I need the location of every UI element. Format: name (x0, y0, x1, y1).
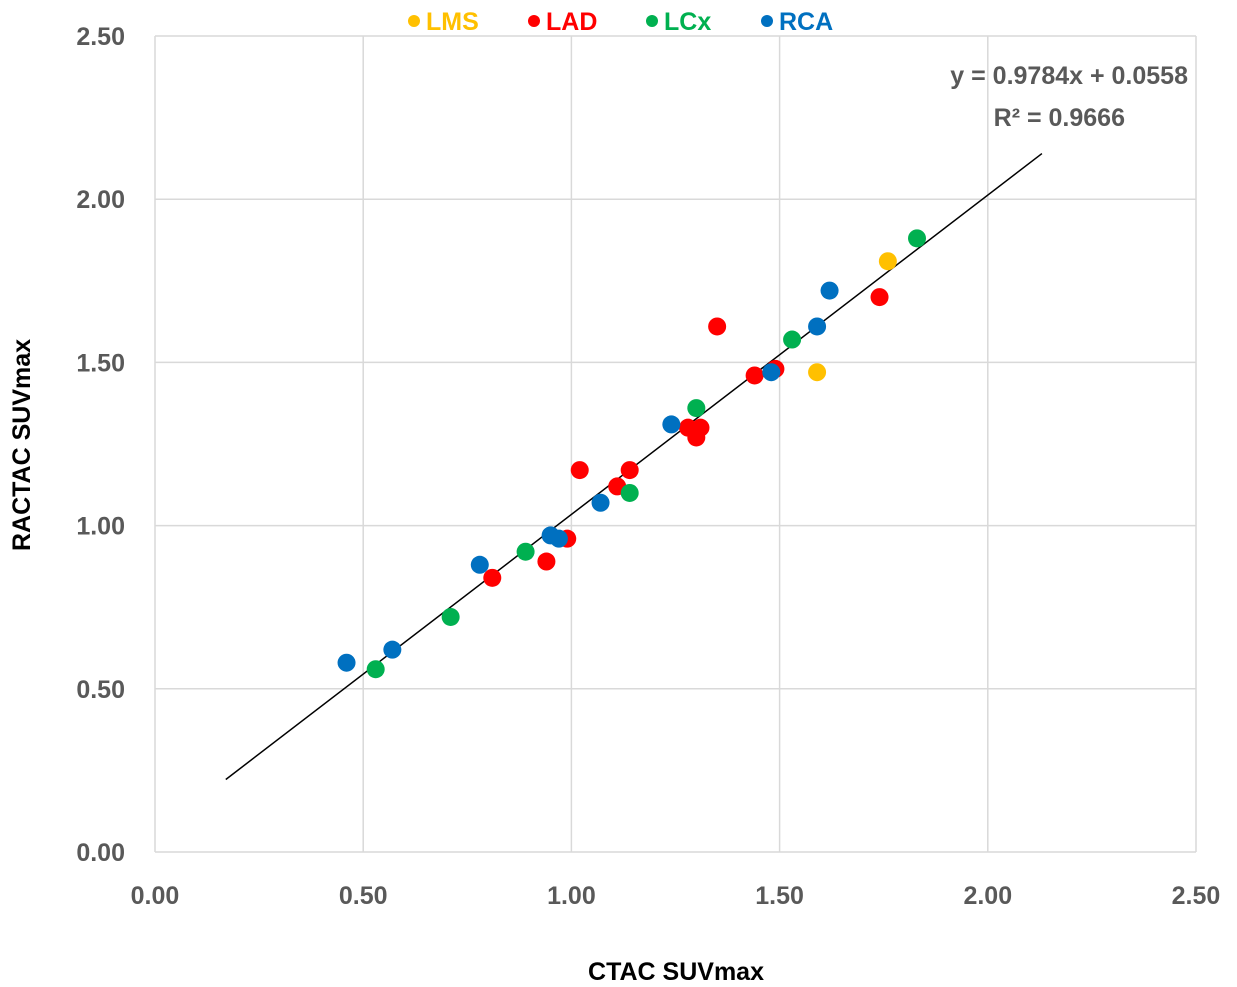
data-point-lad (483, 568, 502, 587)
data-point-lcx (908, 229, 927, 248)
data-point-lcx (366, 660, 385, 679)
x-tick-labels: 0.00 0.50 1.00 1.50 2.00 2.50 (131, 882, 1221, 910)
data-point-rca (662, 415, 681, 434)
x-tick-label: 2.50 (1172, 882, 1221, 910)
data-point-lad (570, 461, 589, 480)
legend: LMS LAD LCx RCA (408, 8, 833, 36)
data-point-lad (870, 288, 889, 307)
data-point-lad (537, 552, 556, 571)
y-tick-label: 2.00 (76, 186, 125, 214)
legend-label-lad: LAD (546, 8, 597, 36)
y-tick-label: 0.50 (76, 676, 125, 704)
x-tick-label: 2.00 (963, 882, 1012, 910)
y-axis-title: RACTAC SUVmax (8, 339, 36, 551)
y-tick-label: 1.50 (76, 349, 125, 377)
data-point-lad (745, 366, 764, 385)
data-point-rca (808, 317, 827, 336)
x-tick-label: 1.00 (547, 882, 596, 910)
data-point-rca (549, 529, 568, 548)
legend-marker-lcx (646, 15, 658, 27)
data-point-lad (691, 418, 710, 437)
data-point-lcx (441, 607, 460, 626)
data-point-rca (383, 640, 402, 659)
axes (154, 36, 1196, 853)
x-tick-label: 1.50 (755, 882, 804, 910)
legend-label-lcx: LCx (664, 8, 711, 36)
data-point-lcx (687, 399, 706, 418)
trendline-equation: y = 0.9784x + 0.0558 (950, 62, 1188, 90)
data-point-rca (820, 281, 839, 300)
data-points (337, 229, 927, 679)
data-point-lcx (783, 330, 802, 349)
data-point-rca (762, 363, 781, 382)
data-point-lad (620, 461, 639, 480)
y-tick-label: 1.00 (76, 513, 125, 541)
x-tick-label: 0.00 (131, 882, 180, 910)
legend-marker-lms (408, 15, 420, 27)
x-axis-title: CTAC SUVmax (588, 958, 764, 986)
data-point-rca (337, 653, 356, 672)
y-tick-labels: 0.00 0.50 1.00 1.50 2.00 2.50 (76, 23, 125, 867)
y-tick-label: 0.00 (76, 839, 125, 867)
data-point-lms (878, 252, 897, 271)
x-tick-label: 0.50 (339, 882, 388, 910)
legend-marker-lad (528, 15, 540, 27)
legend-label-rca: RCA (779, 8, 833, 36)
data-point-lms (808, 363, 827, 382)
y-tick-label: 2.50 (76, 23, 125, 51)
data-point-lad (708, 317, 727, 336)
gridlines (155, 35, 1197, 852)
data-point-rca (470, 555, 489, 574)
data-point-rca (591, 493, 610, 512)
legend-marker-rca (761, 15, 773, 27)
data-point-lcx (516, 542, 535, 561)
data-point-lcx (620, 483, 639, 502)
legend-label-lms: LMS (426, 8, 479, 36)
trendline-r-squared: R² = 0.9666 (994, 104, 1125, 132)
